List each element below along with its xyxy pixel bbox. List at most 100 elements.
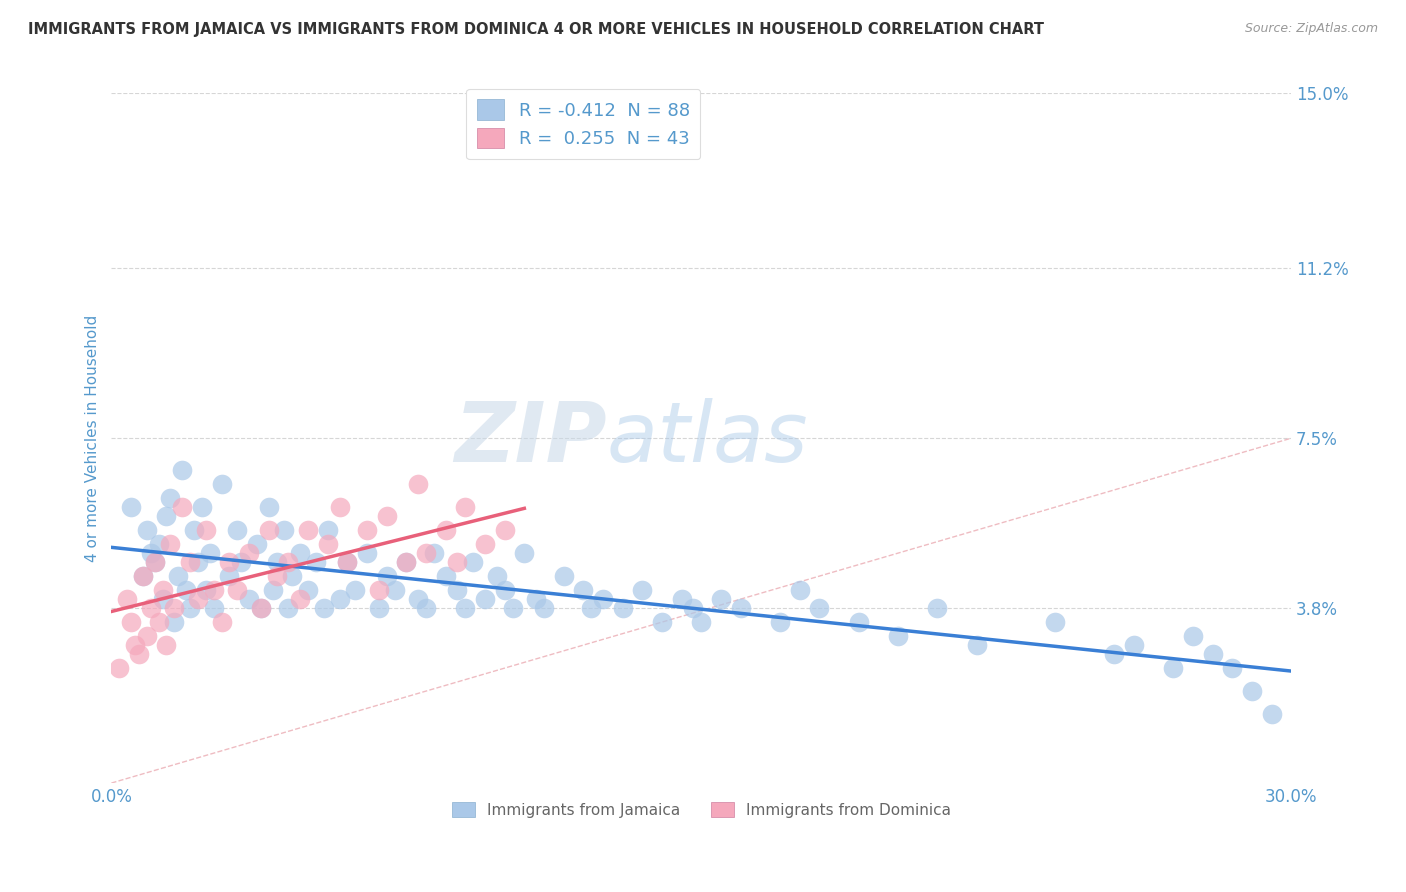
Point: [336, 555, 359, 569]
Point: [524, 592, 547, 607]
Point: [1201, 648, 1223, 662]
Point: [148, 537, 170, 551]
Point: [454, 500, 477, 515]
Point: [152, 592, 174, 607]
Point: [1045, 615, 1067, 629]
Point: [120, 500, 142, 515]
Point: [183, 523, 205, 537]
Point: [148, 615, 170, 629]
Point: [238, 546, 260, 560]
Point: [257, 523, 280, 537]
Point: [494, 582, 516, 597]
Point: [266, 569, 288, 583]
Point: [174, 582, 197, 597]
Point: [690, 615, 713, 629]
Point: [159, 491, 181, 505]
Point: [808, 601, 831, 615]
Text: IMMIGRANTS FROM JAMAICA VS IMMIGRANTS FROM DOMINICA 4 OR MORE VEHICLES IN HOUSEH: IMMIGRANTS FROM JAMAICA VS IMMIGRANTS FR…: [28, 22, 1045, 37]
Point: [406, 477, 429, 491]
Point: [159, 537, 181, 551]
Point: [163, 601, 186, 615]
Point: [128, 648, 150, 662]
Point: [671, 592, 693, 607]
Point: [226, 582, 249, 597]
Point: [336, 555, 359, 569]
Point: [553, 569, 575, 583]
Point: [273, 523, 295, 537]
Point: [179, 601, 201, 615]
Point: [120, 615, 142, 629]
Point: [474, 592, 496, 607]
Point: [211, 477, 233, 491]
Point: [124, 638, 146, 652]
Point: [730, 601, 752, 615]
Point: [1260, 707, 1282, 722]
Point: [179, 555, 201, 569]
Point: [246, 537, 269, 551]
Point: [415, 546, 437, 560]
Point: [202, 582, 225, 597]
Point: [1240, 684, 1263, 698]
Point: [281, 569, 304, 583]
Point: [143, 555, 166, 569]
Point: [297, 523, 319, 537]
Point: [344, 582, 367, 597]
Point: [463, 555, 485, 569]
Point: [305, 555, 328, 569]
Point: [194, 582, 217, 597]
Point: [454, 601, 477, 615]
Point: [288, 546, 311, 560]
Point: [485, 569, 508, 583]
Point: [579, 601, 602, 615]
Point: [1122, 638, 1144, 652]
Point: [277, 601, 299, 615]
Point: [297, 582, 319, 597]
Point: [266, 555, 288, 569]
Point: [356, 523, 378, 537]
Point: [316, 537, 339, 551]
Point: [187, 555, 209, 569]
Point: [533, 601, 555, 615]
Point: [375, 569, 398, 583]
Point: [172, 500, 194, 515]
Point: [194, 523, 217, 537]
Point: [423, 546, 446, 560]
Point: [612, 601, 634, 615]
Point: [367, 582, 389, 597]
Point: [262, 582, 284, 597]
Point: [651, 615, 673, 629]
Point: [139, 546, 162, 560]
Point: [312, 601, 335, 615]
Point: [887, 629, 910, 643]
Point: [631, 582, 654, 597]
Point: [115, 592, 138, 607]
Point: [375, 509, 398, 524]
Point: [395, 555, 418, 569]
Point: [446, 555, 468, 569]
Point: [395, 555, 418, 569]
Point: [218, 569, 240, 583]
Point: [789, 582, 811, 597]
Point: [710, 592, 733, 607]
Point: [139, 601, 162, 615]
Point: [572, 582, 595, 597]
Point: [1220, 661, 1243, 675]
Point: [384, 582, 406, 597]
Point: [132, 569, 155, 583]
Point: [446, 582, 468, 597]
Point: [406, 592, 429, 607]
Point: [238, 592, 260, 607]
Point: [494, 523, 516, 537]
Point: [316, 523, 339, 537]
Point: [277, 555, 299, 569]
Point: [231, 555, 253, 569]
Y-axis label: 4 or more Vehicles in Household: 4 or more Vehicles in Household: [86, 315, 100, 562]
Point: [367, 601, 389, 615]
Point: [187, 592, 209, 607]
Point: [513, 546, 536, 560]
Point: [682, 601, 704, 615]
Point: [250, 601, 273, 615]
Point: [226, 523, 249, 537]
Point: [143, 555, 166, 569]
Text: atlas: atlas: [607, 398, 808, 479]
